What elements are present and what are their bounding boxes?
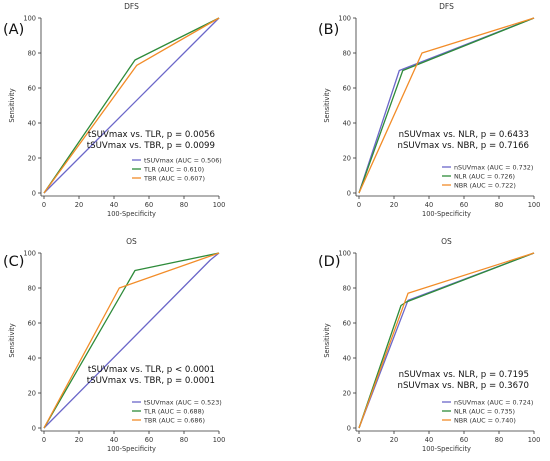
x-tick-label: 0: [357, 201, 361, 209]
panel-label: (A): [3, 22, 24, 38]
roc-curve: [43, 252, 220, 429]
panel-label: (D): [318, 254, 340, 270]
p-value-annotation: nSUVmax vs. NLR, p = 0.7195: [399, 370, 529, 380]
roc-panel: (D) OS 0 20 40 60 80 100 0 20 40 60 80 100 100-Specifi…: [318, 237, 540, 453]
y-tick-label: 20: [28, 154, 36, 162]
x-tick-label: 20: [75, 436, 83, 444]
x-tick-label: 60: [145, 436, 153, 444]
roc-curve: [43, 17, 220, 194]
p-value-annotation: tSUVmax vs. TBR, p = 0.0001: [87, 376, 215, 386]
x-tick-label: 80: [495, 436, 503, 444]
legend-entry: TLR (AUC = 0.610): [143, 165, 204, 173]
x-tick-label: 80: [180, 436, 188, 444]
roc-curve: [43, 17, 220, 194]
legend-entry: NLR (AUC = 0.726): [454, 172, 515, 180]
legend-entry: TBR (AUC = 0.607): [143, 174, 205, 182]
y-tick-label: 0: [347, 189, 351, 197]
y-tick-label: 100: [338, 249, 351, 257]
chart-title: DFS: [124, 2, 139, 11]
x-axis-label: 100-Specificity: [422, 210, 471, 218]
x-tick-label: 40: [425, 201, 433, 209]
y-tick-label: 0: [32, 189, 36, 197]
chart-title: DFS: [439, 2, 454, 11]
x-axis-label: 100-Specificity: [107, 210, 156, 218]
roc-panel: (C) OS 0 20 40 60 80 100 0 20 40 60 80 100 100-Specifi…: [3, 237, 225, 453]
p-value-annotation: tSUVmax vs. TLR, p = 0.0056: [88, 130, 215, 140]
x-tick-label: 40: [425, 436, 433, 444]
y-tick-label: 100: [23, 14, 36, 22]
panel-label: (B): [318, 22, 339, 38]
y-axis-label: Sensitivity: [323, 88, 331, 122]
x-tick-label: 100: [528, 201, 541, 209]
legend-entry: TBR (AUC = 0.686): [143, 416, 205, 424]
legend-entry: TLR (AUC = 0.688): [143, 407, 204, 415]
legend-entry: tSUVmax (AUC = 0.506): [144, 156, 222, 164]
y-axis-label: Sensitivity: [8, 323, 16, 357]
x-tick-label: 20: [390, 436, 398, 444]
x-tick-label: 80: [180, 201, 188, 209]
x-tick-label: 100: [213, 201, 226, 209]
y-tick-label: 60: [28, 84, 36, 92]
x-tick-label: 100: [213, 436, 226, 444]
roc-curve: [43, 17, 220, 194]
y-tick-label: 80: [28, 284, 36, 292]
y-tick-label: 100: [23, 249, 36, 257]
roc-curve: [358, 17, 535, 194]
x-tick-label: 0: [357, 436, 361, 444]
y-tick-label: 40: [343, 119, 351, 127]
panel-label: (C): [3, 254, 24, 270]
y-tick-label: 60: [343, 84, 351, 92]
roc-curve: [358, 17, 535, 194]
y-tick-label: 100: [338, 14, 351, 22]
chart-title: OS: [126, 237, 137, 246]
y-tick-label: 40: [28, 119, 36, 127]
legend-entry: tSUVmax (AUC = 0.523): [144, 398, 222, 406]
legend-entry: nSUVmax (AUC = 0.724): [454, 398, 533, 406]
x-tick-label: 100: [528, 436, 541, 444]
x-tick-label: 20: [75, 201, 83, 209]
y-tick-label: 20: [343, 154, 351, 162]
p-value-annotation: nSUVmax vs. NBR, p = 0.3670: [398, 381, 530, 391]
x-tick-label: 40: [110, 436, 118, 444]
legend-entry: NBR (AUC = 0.722): [454, 181, 516, 189]
x-tick-label: 20: [390, 201, 398, 209]
y-axis-label: Sensitivity: [8, 88, 16, 122]
legend-entry: NBR (AUC = 0.740): [454, 416, 516, 424]
roc-curve: [43, 252, 220, 429]
y-tick-label: 20: [28, 389, 36, 397]
x-axis-label: 100-Specificity: [107, 445, 156, 453]
y-tick-label: 80: [343, 284, 351, 292]
legend-entry: NLR (AUC = 0.735): [454, 407, 515, 415]
y-tick-label: 0: [347, 424, 351, 432]
p-value-annotation: nSUVmax vs. NBR, p = 0.7166: [398, 141, 530, 151]
y-tick-label: 60: [343, 319, 351, 327]
y-tick-label: 40: [343, 354, 351, 362]
roc-panel: (A) DFS 0 20 40 60 80 100 0 20 40 60 80 100 100-Specif…: [3, 2, 225, 218]
roc-curve: [43, 252, 220, 429]
y-axis-label: Sensitivity: [323, 323, 331, 357]
x-axis-label: 100-Specificity: [422, 445, 471, 453]
x-tick-label: 60: [460, 436, 468, 444]
y-tick-label: 80: [343, 49, 351, 57]
y-tick-label: 80: [28, 49, 36, 57]
x-tick-label: 60: [460, 201, 468, 209]
x-tick-label: 60: [145, 201, 153, 209]
x-tick-label: 0: [42, 201, 46, 209]
y-tick-label: 20: [343, 389, 351, 397]
roc-curve: [358, 252, 535, 429]
y-tick-label: 40: [28, 354, 36, 362]
y-tick-label: 0: [32, 424, 36, 432]
p-value-annotation: nSUVmax vs. NLR, p = 0.6433: [399, 130, 529, 140]
roc-panel: (B) DFS 0 20 40 60 80 100 0 20 40 60 80 100 100-Specif…: [318, 2, 540, 218]
legend-entry: nSUVmax (AUC = 0.732): [454, 163, 533, 171]
p-value-annotation: tSUVmax vs. TLR, p < 0.0001: [88, 365, 215, 375]
x-tick-label: 40: [110, 201, 118, 209]
chart-title: OS: [441, 237, 452, 246]
p-value-annotation: tSUVmax vs. TBR, p = 0.0099: [87, 141, 215, 151]
x-tick-label: 80: [495, 201, 503, 209]
x-tick-label: 0: [42, 436, 46, 444]
y-tick-label: 60: [28, 319, 36, 327]
